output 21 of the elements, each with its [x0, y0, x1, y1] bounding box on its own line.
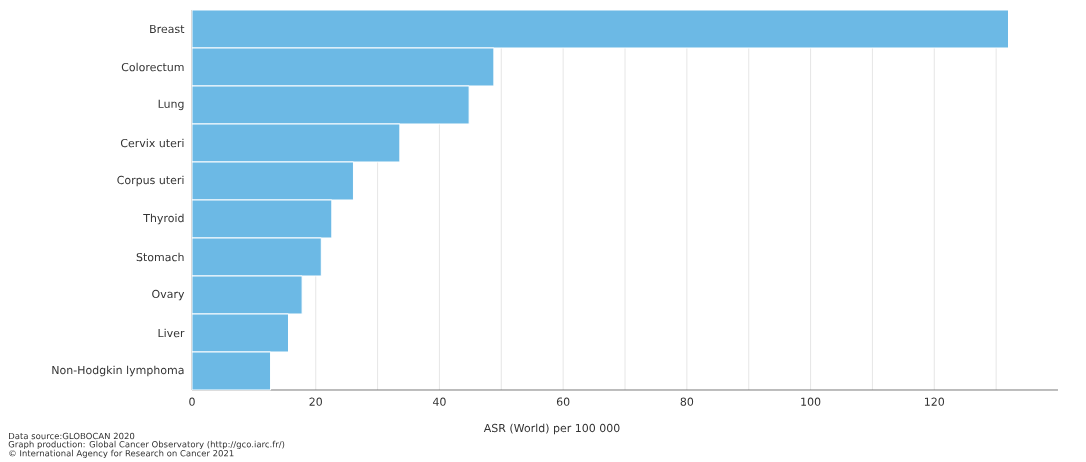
x-tick-label: 100 — [801, 397, 821, 406]
y-tick-label: Colorectum — [121, 62, 184, 72]
y-tick-label: Thyroid — [143, 213, 184, 225]
x-tick-label: 20 — [309, 397, 322, 406]
text: Graph production: Global Cancer Observatory (http://gco.iarc.fr/) — [8, 440, 285, 450]
x-tick-label: 0 — [189, 397, 195, 406]
y-tick-label: Non-Hodgkin lymphoma — [52, 365, 184, 377]
y-tick-label: Ovary — [152, 289, 185, 301]
x-tick-label: 120 — [925, 397, 945, 406]
x-axis-title: ASR (World) per 100 000 — [483, 423, 620, 435]
y-tick-label: Liver — [158, 328, 185, 338]
y-tick-label: Stomach — [136, 252, 184, 262]
x-tick-label: 40 — [432, 397, 446, 406]
x-tick-label: 60 — [556, 397, 570, 406]
y-tick-label: Corpus uteri — [117, 175, 184, 187]
y-tick-label: Lung — [158, 99, 184, 111]
x-tick-label: 80 — [680, 397, 694, 406]
y-tick-label: Breast — [150, 24, 185, 34]
source-note: Data source:GLOBOCAN 2020 — [9, 432, 135, 440]
text: © International Agency for Research on Cancer 2021 — [9, 449, 234, 459]
y-tick-label: Cervix uteri — [120, 138, 184, 148]
